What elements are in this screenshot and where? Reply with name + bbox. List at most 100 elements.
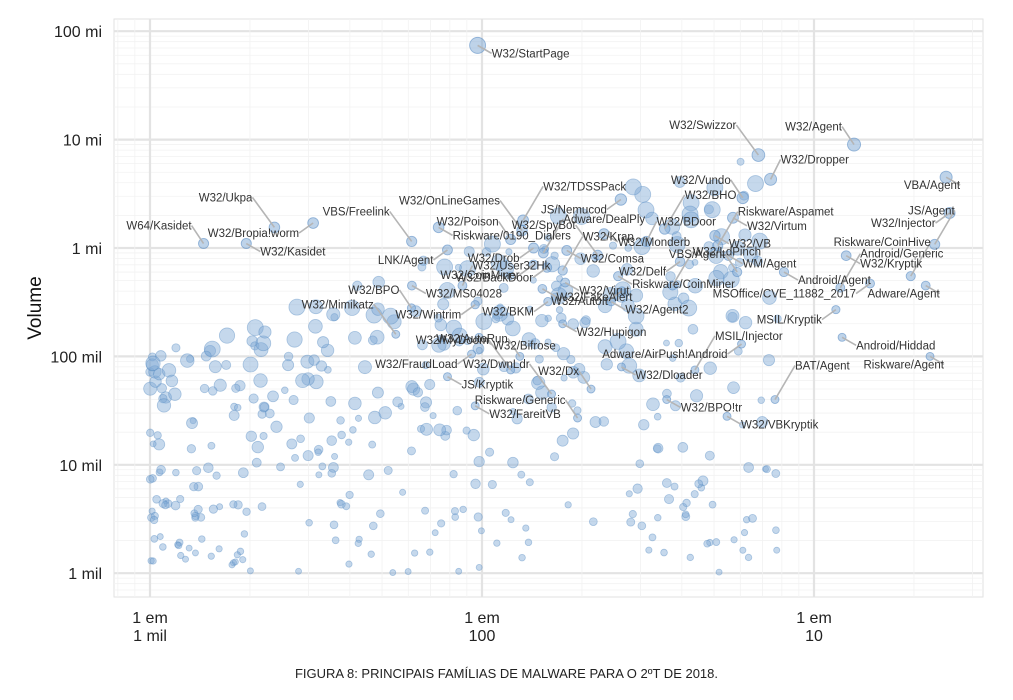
data-point xyxy=(567,427,580,440)
data-point xyxy=(337,430,346,440)
data-point xyxy=(743,462,754,473)
data-point xyxy=(145,367,155,377)
data-point xyxy=(248,393,259,404)
y-axis-ticks: 100 mi 10 mi 1 mi 100 mil 10 mil 1 mil xyxy=(50,24,102,583)
x-tick-label: 1 mil xyxy=(133,628,167,645)
point-label: W32/Bropia!worm xyxy=(208,228,299,240)
data-point xyxy=(589,416,602,428)
point-label: W32/LdPinch xyxy=(693,247,761,259)
data-point xyxy=(155,468,164,477)
data-point xyxy=(535,313,549,328)
data-point xyxy=(412,387,424,398)
data-point xyxy=(505,271,515,281)
data-point xyxy=(199,383,210,394)
data-point xyxy=(253,373,268,388)
point-label: W32/Mimikatz xyxy=(302,299,374,311)
point-label: W32/Kasidet xyxy=(260,247,326,259)
data-point xyxy=(645,546,653,554)
data-point xyxy=(308,354,320,366)
data-point xyxy=(258,325,272,339)
data-point xyxy=(517,470,526,479)
data-point xyxy=(557,347,571,361)
data-point xyxy=(149,557,157,565)
label-leader-line xyxy=(245,242,261,253)
data-point xyxy=(175,538,184,547)
data-point xyxy=(550,452,560,462)
data-point xyxy=(190,509,199,518)
point-label: JS/Nemucod xyxy=(541,205,607,217)
point-label: Riskware/Aspamet xyxy=(738,207,835,219)
label-leader-line xyxy=(665,260,681,273)
data-point xyxy=(336,416,345,425)
label-leader-line xyxy=(671,251,694,286)
data-point xyxy=(153,438,166,451)
point-label: W32/Vundo xyxy=(671,175,731,187)
data-point xyxy=(637,201,655,219)
y-tick-label: 1 mi xyxy=(72,241,102,258)
data-point xyxy=(174,541,183,550)
data-point xyxy=(236,547,245,556)
label-leader-line xyxy=(373,303,397,335)
data-point xyxy=(454,336,464,347)
label-leader-line xyxy=(477,44,493,55)
data-point xyxy=(436,258,454,276)
data-point xyxy=(624,178,642,196)
data-point xyxy=(740,529,749,537)
point-label: W32/Bifrose xyxy=(493,340,556,352)
data-point xyxy=(300,354,315,369)
data-point xyxy=(282,359,295,372)
point-label: BAT/Agent xyxy=(795,361,851,373)
y-tick-label: 10 mil xyxy=(59,458,102,475)
data-point xyxy=(690,389,704,403)
x-tick-label: 1 em xyxy=(796,610,832,627)
data-point xyxy=(467,428,480,442)
point-label: Riskware/0190_Dialers xyxy=(453,230,571,242)
data-point xyxy=(230,402,239,411)
data-point xyxy=(550,287,568,305)
data-point xyxy=(748,513,757,523)
data-point xyxy=(348,330,362,345)
data-point xyxy=(146,428,155,437)
data-point xyxy=(703,201,721,219)
label-leader-line xyxy=(929,355,945,366)
data-point xyxy=(421,506,430,515)
data-point xyxy=(149,375,162,388)
data-point xyxy=(345,560,353,568)
data-point xyxy=(691,258,699,266)
data-point xyxy=(550,280,562,292)
data-point xyxy=(420,402,430,412)
data-point xyxy=(459,505,467,514)
data-point xyxy=(372,275,385,289)
data-point xyxy=(646,397,660,412)
data-point xyxy=(762,290,777,305)
data-point xyxy=(156,398,172,413)
point-label: W32/BPO!tr xyxy=(681,403,743,415)
data-point xyxy=(421,361,430,370)
data-point xyxy=(703,539,712,548)
data-point xyxy=(207,552,215,560)
data-point xyxy=(177,551,185,560)
data-point xyxy=(251,457,262,468)
data-point xyxy=(246,567,254,575)
data-point xyxy=(484,235,501,253)
data-point xyxy=(315,471,323,479)
data-point xyxy=(337,499,346,509)
label-leader-line xyxy=(910,241,932,277)
data-point xyxy=(713,264,729,280)
data-point xyxy=(189,417,197,425)
data-point xyxy=(383,465,393,475)
point-label: W32/Agent2 xyxy=(625,305,688,317)
data-point xyxy=(238,467,249,479)
data-point xyxy=(246,319,264,337)
data-point xyxy=(186,417,198,429)
point-label: W32/Drob xyxy=(468,253,520,265)
label-leader-line xyxy=(298,222,314,234)
data-point xyxy=(363,469,375,481)
data-point xyxy=(507,456,519,469)
data-point xyxy=(286,438,298,450)
label-leaders xyxy=(190,44,961,426)
y-axis-label: Volume xyxy=(25,276,46,339)
data-point xyxy=(212,471,221,480)
point-label: Adware/AirPush!Android xyxy=(602,349,727,361)
point-label: Riskware/CoinHive xyxy=(834,237,931,249)
